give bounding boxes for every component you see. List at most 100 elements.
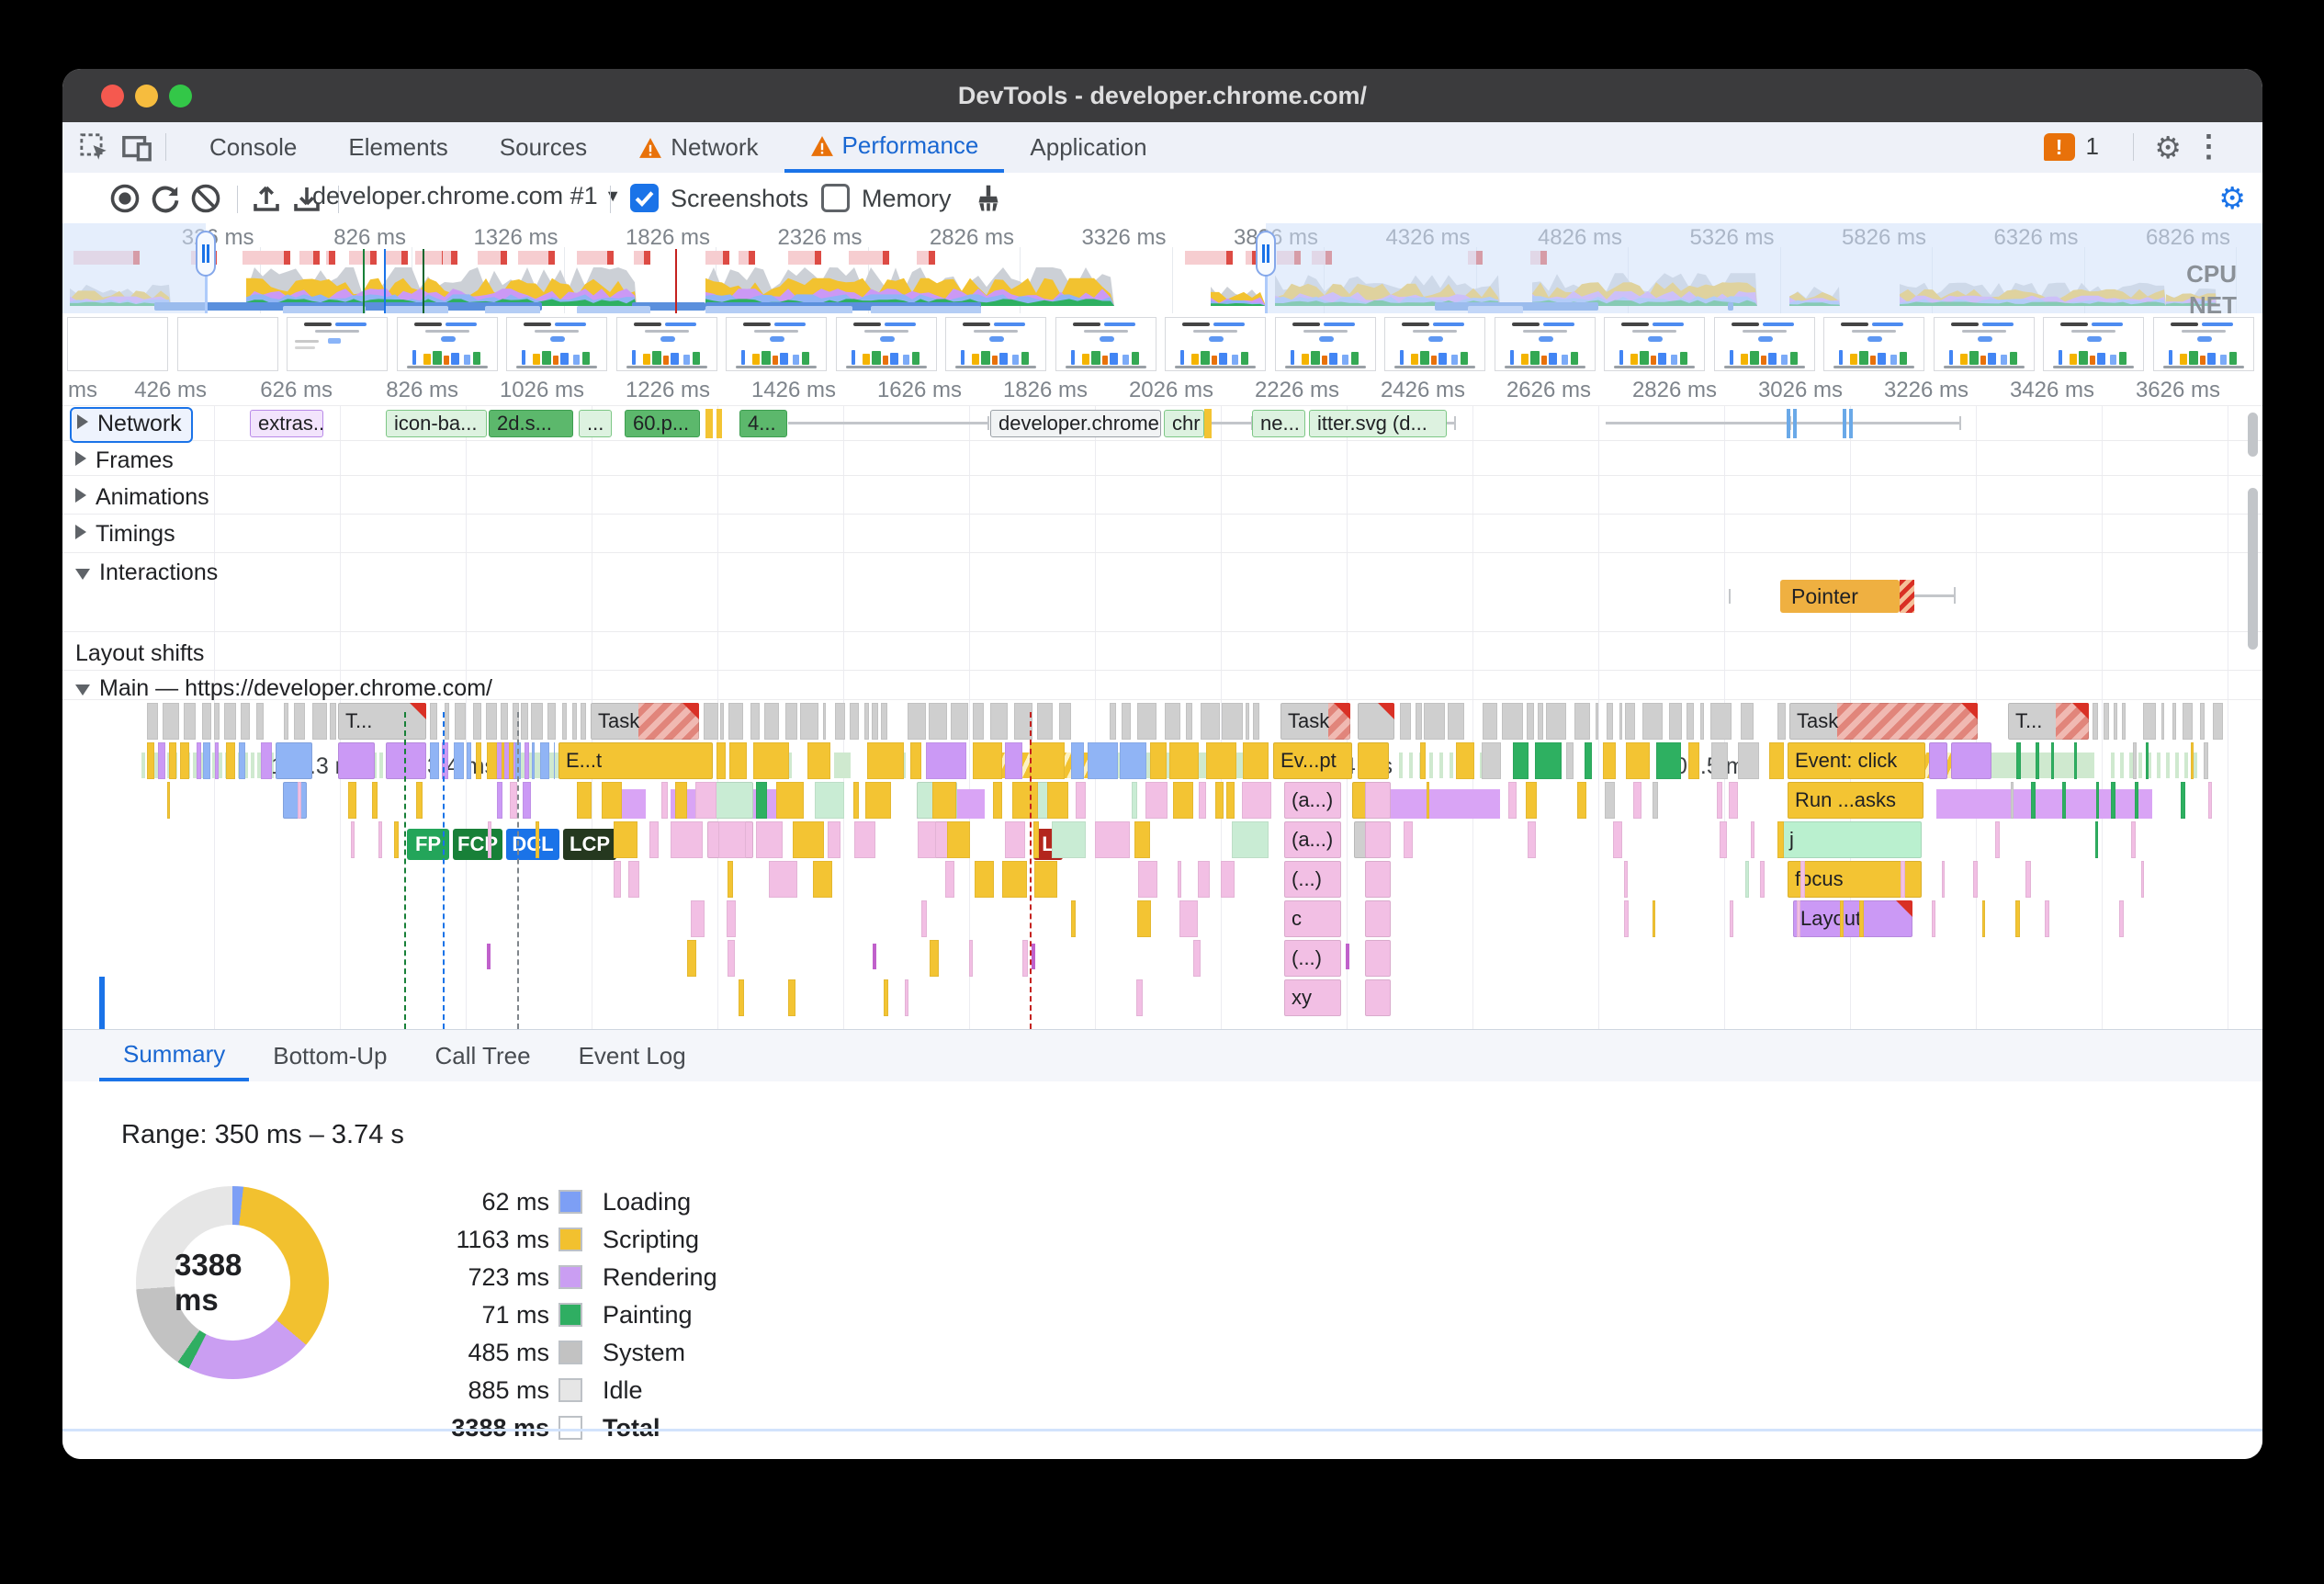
- filmstrip-screenshot[interactable]: [287, 317, 388, 371]
- save-profile-icon[interactable]: [290, 182, 323, 215]
- flame-event[interactable]: [276, 742, 312, 779]
- minimize-window-button[interactable]: [135, 85, 158, 107]
- flame-event-task[interactable]: Task: [591, 703, 699, 740]
- flame-event-layout[interactable]: Layout: [1793, 900, 1912, 937]
- flame-event-eventclick[interactable]: Event: click: [1788, 742, 1925, 779]
- tab-network[interactable]: Network: [613, 122, 784, 173]
- timing-marker-lcp[interactable]: LCP: [563, 829, 616, 860]
- filmstrip-screenshot[interactable]: [1055, 317, 1156, 371]
- inspect-element-icon[interactable]: [79, 132, 110, 164]
- filmstrip-screenshot[interactable]: [1823, 317, 1924, 371]
- track-frames[interactable]: Frames: [75, 447, 174, 474]
- settings-gear-icon[interactable]: ⚙: [2154, 130, 2182, 164]
- filmstrip-screenshot[interactable]: [945, 317, 1046, 371]
- reload-record-button[interactable]: [149, 182, 182, 215]
- tab-performance[interactable]: Performance: [784, 122, 1005, 173]
- filmstrip-screenshot[interactable]: [1604, 317, 1705, 371]
- network-request[interactable]: 60.p...: [625, 410, 700, 437]
- filmstrip-screenshot[interactable]: [2152, 317, 2254, 371]
- timeline-overview[interactable]: 326 ms 826 ms 1326 ms 1826 ms 2326 ms 2826 ms…: [62, 223, 2262, 313]
- filmstrip-screenshot[interactable]: [835, 317, 937, 371]
- filmstrip-screenshot[interactable]: [396, 317, 498, 371]
- timing-marker-dcl[interactable]: DCL: [506, 829, 559, 860]
- network-request[interactable]: extras....: [250, 410, 323, 437]
- close-window-button[interactable]: [101, 85, 124, 107]
- network-request[interactable]: icon-ba...: [386, 410, 487, 437]
- network-request[interactable]: ne...: [1252, 410, 1305, 437]
- filmstrip-screenshot[interactable]: [2043, 317, 2144, 371]
- overview-handle-right[interactable]: [1256, 231, 1276, 277]
- flame-event-runasks[interactable]: Run ...asks: [1788, 782, 1924, 819]
- details-tab-event-log[interactable]: Event Log: [578, 1041, 686, 1069]
- flame-event[interactable]: [1365, 861, 1391, 898]
- scrollbar-thumb[interactable]: [2248, 488, 2258, 650]
- maximize-window-button[interactable]: [169, 85, 192, 107]
- garbage-collect-icon[interactable]: [972, 182, 1005, 215]
- flame-event-c[interactable]: c: [1284, 900, 1341, 937]
- scrollbar-thumb[interactable]: [2248, 413, 2258, 457]
- flame-event[interactable]: [1365, 979, 1391, 1016]
- track-interactions[interactable]: Interactions: [75, 560, 218, 586]
- track-layout-shifts[interactable]: Layout shifts: [75, 640, 204, 667]
- error-badge[interactable]: ! 1: [2043, 132, 2099, 161]
- flame-event-evpt[interactable]: Ev...pt: [1273, 742, 1352, 779]
- tab-elements[interactable]: Elements: [322, 122, 473, 173]
- flame-event-[interactable]: (...): [1284, 940, 1341, 977]
- flame-event-j[interactable]: j: [1782, 821, 1922, 858]
- network-request[interactable]: 4...: [739, 410, 787, 437]
- filmstrip-screenshot[interactable]: [506, 317, 607, 371]
- filmstrip-screenshot[interactable]: [1933, 317, 2035, 371]
- device-toolbar-icon[interactable]: [121, 132, 152, 164]
- flame-event[interactable]: [1929, 742, 1947, 779]
- kebab-menu-icon[interactable]: ⋮: [2194, 129, 2224, 163]
- filmstrip-screenshot[interactable]: [1165, 317, 1266, 371]
- filmstrip-screenshot[interactable]: [67, 317, 168, 371]
- capture-settings-gear-icon[interactable]: ⚙: [2218, 181, 2246, 215]
- load-profile-icon[interactable]: [250, 182, 283, 215]
- flame-event[interactable]: [1365, 940, 1391, 977]
- details-tab-call-tree[interactable]: Call Tree: [434, 1041, 531, 1069]
- flame-event-t[interactable]: T...: [338, 703, 426, 740]
- flame-event[interactable]: [1365, 821, 1391, 858]
- flame-event-task[interactable]: Task: [1280, 703, 1350, 740]
- details-tab-summary[interactable]: Summary: [99, 1030, 250, 1081]
- tab-console[interactable]: Console: [184, 122, 322, 173]
- flame-event[interactable]: [1951, 742, 1991, 779]
- tab-application[interactable]: Application: [1004, 122, 1172, 173]
- track-animations[interactable]: Animations: [75, 484, 209, 511]
- clear-icon[interactable]: [189, 182, 222, 215]
- track-main[interactable]: Main — https://developer.chrome.com/: [75, 675, 492, 702]
- animation-bar[interactable]: [1390, 789, 1500, 819]
- timing-marker-fp[interactable]: FP: [407, 829, 449, 860]
- flame-event[interactable]: [1358, 703, 1394, 740]
- filmstrip-screenshot[interactable]: [1274, 317, 1376, 371]
- interaction-pointer[interactable]: Pointer: [1780, 580, 1900, 613]
- network-request[interactable]: itter.svg (d...: [1309, 410, 1447, 437]
- network-request[interactable]: ...: [579, 410, 612, 437]
- flame-event-focus[interactable]: focus: [1788, 861, 1922, 898]
- filmstrip-screenshot[interactable]: [1494, 317, 1596, 371]
- flame-event[interactable]: [386, 742, 426, 779]
- details-tab-bottom-up[interactable]: Bottom-Up: [273, 1041, 388, 1069]
- screenshots-checkbox[interactable]: [630, 184, 659, 212]
- overview-handle-left[interactable]: [196, 231, 216, 277]
- flame-event-t[interactable]: T...: [2008, 703, 2089, 740]
- flame-event[interactable]: [1358, 742, 1389, 779]
- layout-shift-tick[interactable]: [1032, 944, 1035, 969]
- filmstrip-screenshot[interactable]: [176, 317, 278, 371]
- flame-event-a[interactable]: (a...): [1284, 782, 1341, 819]
- flame-event[interactable]: [1365, 782, 1391, 819]
- layout-shift-tick[interactable]: [487, 944, 491, 969]
- network-request[interactable]: 2d.s...: [489, 410, 573, 437]
- flame-event[interactable]: [283, 782, 307, 819]
- history-dropdown[interactable]: developer.chrome.com #1 ▼: [312, 182, 621, 210]
- flame-event-xy[interactable]: xy: [1284, 979, 1341, 1016]
- flame-event-task[interactable]: Task: [1789, 703, 1978, 740]
- flame-event-et[interactable]: E...t: [558, 742, 713, 779]
- flame-event[interactable]: [338, 742, 375, 779]
- timing-marker-fcp[interactable]: FCP: [453, 829, 502, 860]
- flame-event[interactable]: [1365, 900, 1391, 937]
- layout-shift-tick[interactable]: [1346, 944, 1349, 969]
- flame-event-[interactable]: (...): [1284, 861, 1341, 898]
- flame-event-a[interactable]: (a...): [1284, 821, 1341, 858]
